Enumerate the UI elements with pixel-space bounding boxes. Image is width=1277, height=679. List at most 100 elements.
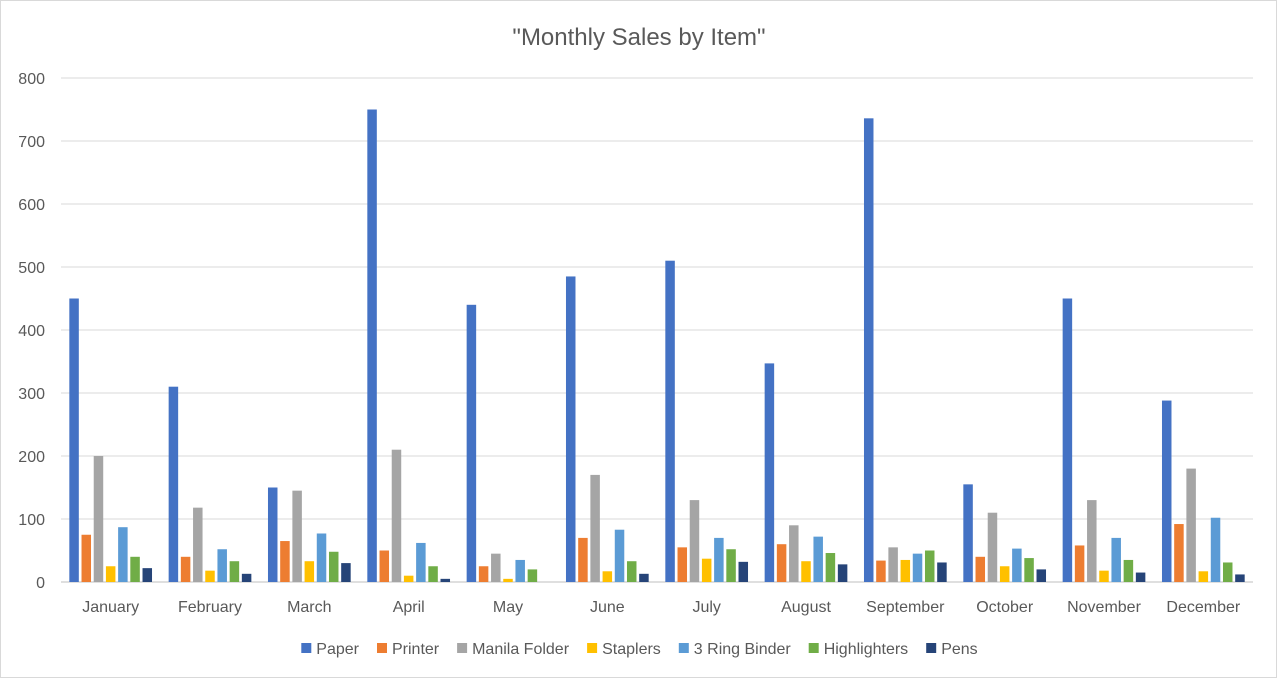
legend-item: Manila Folder (457, 641, 570, 658)
bar (1186, 468, 1196, 582)
y-tick-label: 200 (18, 449, 45, 466)
bar (639, 573, 649, 582)
legend-item: 3 Ring Binder (678, 641, 792, 658)
legend-label: Manila Folder (472, 641, 570, 658)
bar (764, 363, 775, 582)
x-tick-label: December (1166, 599, 1240, 616)
bar (912, 553, 923, 582)
bar (328, 551, 339, 582)
bar (130, 556, 140, 582)
y-tick-label: 400 (18, 323, 45, 340)
bar (876, 560, 886, 582)
bar (863, 118, 874, 582)
legend-item: Paper (301, 641, 360, 658)
legend-item: Highlighters (808, 641, 908, 658)
bar (267, 487, 278, 582)
legend-swatch (808, 643, 819, 653)
bar (689, 500, 700, 582)
legend: Paper Printer Manila Folder Staplers 3 Ring … (301, 641, 978, 658)
bar (1161, 400, 1172, 582)
legend-swatch (587, 643, 598, 653)
legend-label: Staplers (602, 641, 661, 658)
bar (69, 298, 79, 582)
bar (602, 571, 613, 582)
bar (1135, 572, 1146, 582)
bar (924, 550, 935, 582)
bar (1087, 500, 1097, 582)
bar (367, 109, 377, 582)
y-tick-label: 500 (18, 260, 45, 277)
bar (1074, 545, 1085, 582)
bar (1012, 548, 1022, 582)
bar (937, 562, 947, 582)
x-tick-label: March (287, 599, 331, 616)
bar (1036, 569, 1047, 582)
bar (614, 529, 625, 582)
x-tick-label: August (781, 599, 831, 616)
bar (975, 556, 986, 582)
bar (987, 512, 998, 582)
bar (491, 553, 501, 582)
bar (292, 490, 302, 582)
bar (503, 578, 513, 582)
bar (391, 449, 402, 582)
bar (626, 561, 637, 582)
bar (1024, 558, 1034, 582)
bar (590, 474, 600, 582)
x-tick-label: May (493, 599, 523, 616)
bar (1235, 574, 1245, 582)
bar (1099, 570, 1109, 582)
legend-label: Highlighters (824, 641, 908, 658)
legend-swatch (678, 643, 689, 653)
legend-label: 3 Ring Binder (694, 641, 792, 658)
bar (466, 304, 477, 582)
bar (105, 566, 116, 582)
legend-swatch (301, 643, 312, 653)
bar (900, 559, 911, 582)
x-tick-label: June (590, 599, 625, 616)
bar (825, 553, 836, 582)
x-tick-label: October (976, 599, 1034, 616)
bar (304, 561, 315, 582)
bar (1062, 298, 1073, 582)
bar (837, 564, 848, 582)
x-tick-label: January (82, 599, 139, 616)
y-tick-label: 300 (18, 386, 45, 403)
x-tick-label: July (692, 599, 720, 616)
legend-swatch (926, 643, 937, 653)
bar (963, 484, 973, 582)
y-tick-label: 700 (18, 134, 45, 151)
bar (578, 537, 588, 582)
y-tick-label: 800 (18, 71, 45, 88)
chart-title: "Monthly Sales by Item" (512, 24, 765, 51)
legend-label: Printer (392, 641, 440, 658)
gridlines (61, 77, 1253, 583)
bar (428, 566, 438, 582)
bar (665, 260, 675, 582)
bar (118, 527, 128, 582)
bar (478, 566, 489, 582)
bar (180, 556, 191, 582)
bar (440, 578, 451, 582)
x-tick-label: November (1067, 599, 1141, 616)
bar (416, 542, 426, 582)
legend-swatch (457, 643, 468, 653)
bars (69, 109, 1245, 582)
bar (217, 549, 227, 582)
bar (1174, 524, 1184, 582)
bar (565, 276, 576, 582)
bar (1222, 562, 1233, 582)
legend-label: Paper (316, 641, 359, 658)
bar (341, 563, 351, 582)
y-axis-ticks: 0 100 200 300 400 500 600 700 800 (18, 71, 45, 592)
bar (813, 536, 823, 582)
x-axis-ticks: January February March April May June July Augu… (82, 599, 1241, 616)
legend-swatch (377, 643, 387, 653)
bar (1198, 571, 1209, 582)
x-tick-label: February (178, 599, 242, 616)
y-tick-label: 0 (36, 575, 45, 592)
bar (515, 559, 525, 582)
bar (801, 561, 811, 582)
